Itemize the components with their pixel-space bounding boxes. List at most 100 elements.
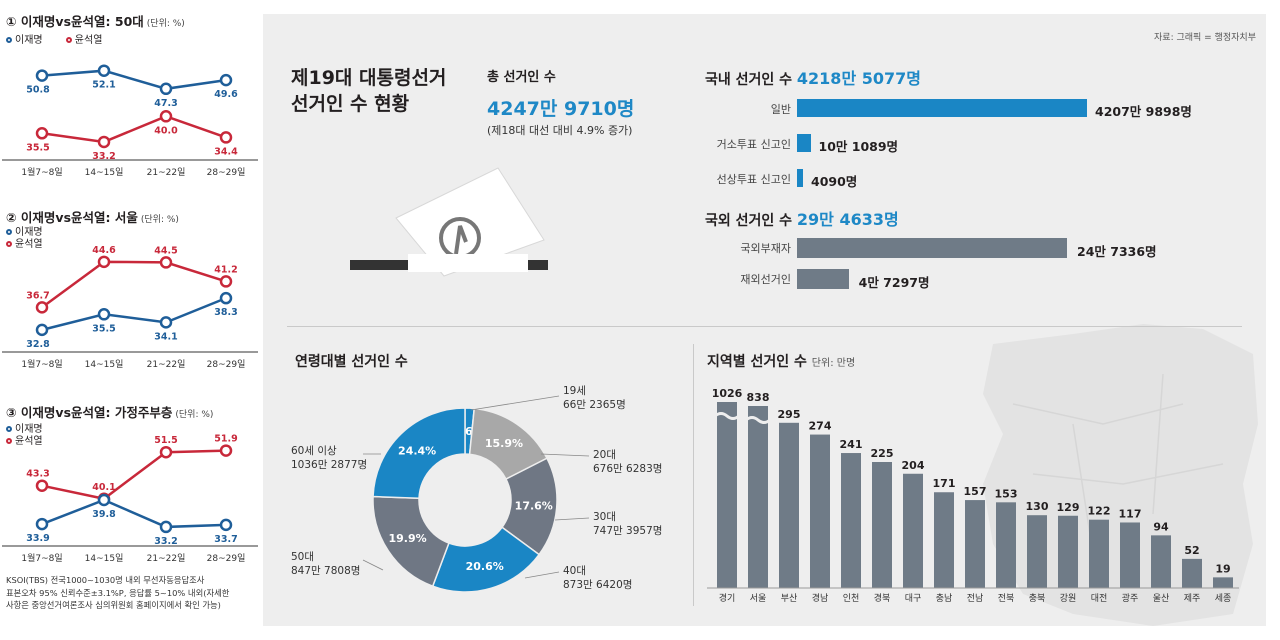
axis-break-mark <box>714 412 740 420</box>
yoon-data-point <box>159 445 173 459</box>
lee-data-point <box>35 323 49 337</box>
main-title: 제19대 대통령선거 선거인 수 현황 <box>291 67 447 115</box>
region-value-label: 171 <box>933 477 956 490</box>
region-value-label: 274 <box>809 420 832 433</box>
x-tick-label: 21~22일 <box>147 359 186 370</box>
vertical-divider <box>693 344 694 606</box>
x-tick-label: 28~29일 <box>207 167 246 178</box>
bar-value-label: 24만 7336명 <box>1077 244 1157 259</box>
region-category-label: 세종 <box>1215 593 1232 604</box>
region-bar <box>717 402 737 588</box>
lee-data-label: 33.9 <box>26 533 49 544</box>
age-category-label: 50대 <box>291 551 314 563</box>
bar-category-label: 국외부재자 <box>740 242 791 255</box>
age-category-label: 19세 <box>563 385 586 397</box>
region-category-label: 경남 <box>812 592 829 604</box>
yoon-data-point <box>219 275 233 288</box>
yoon-data-point <box>35 127 49 140</box>
yoon-data-label: 51.5 <box>154 435 177 446</box>
age-count-label: 847만 7808명 <box>291 565 360 577</box>
region-category-label: 부산 <box>781 593 798 604</box>
lee-data-point <box>159 82 173 96</box>
region-bar <box>810 434 830 588</box>
lee-data-point <box>219 73 233 87</box>
region-value-label: 129 <box>1057 501 1080 514</box>
region-value-label: 838 <box>747 391 770 404</box>
total-sub: (제18대 대선 대비 4.9% 증가) <box>487 124 633 137</box>
lee-data-label: 38.3 <box>214 307 237 318</box>
region-category-label: 울산 <box>1153 593 1170 604</box>
age-category-label: 40대 <box>563 565 586 577</box>
yoon-data-label: 51.9 <box>214 434 237 445</box>
lee-data-label: 33.7 <box>214 534 237 545</box>
region-bar <box>965 500 985 588</box>
region-category-label: 서울 <box>750 593 767 604</box>
yoon-data-label: 34.4 <box>214 146 238 157</box>
total-label: 총 선거인 수 <box>487 70 556 85</box>
region-category-label: 충남 <box>936 593 953 604</box>
callout-line <box>470 395 560 411</box>
region-bar <box>1058 515 1078 588</box>
bar-category-label: 일반 <box>770 103 791 116</box>
region-value-label: 157 <box>964 485 987 498</box>
lee-data-label: 49.6 <box>214 89 238 100</box>
region-bar <box>841 453 861 588</box>
x-tick-label: 28~29일 <box>207 553 246 564</box>
region-bar <box>1213 577 1233 588</box>
yoon-data-point <box>159 256 173 269</box>
region-value-label: 295 <box>778 408 801 421</box>
lee-data-label: 33.2 <box>154 536 177 547</box>
domestic-heading: 국내 선거인 수 4218만 5077명 <box>705 69 921 88</box>
bar-category-label: 거소투표 신고인 <box>716 138 791 151</box>
region-title: 지역별 선거인 수 단위: 만명 <box>707 354 856 370</box>
region-value-label: 241 <box>840 438 863 451</box>
lee-data-point <box>35 69 49 82</box>
total-value: 4247만 9710명 <box>487 98 635 120</box>
yoon-data-point <box>97 255 111 269</box>
yoon-data-label: 40.0 <box>154 125 178 136</box>
region-value-label: 122 <box>1088 505 1111 518</box>
lee-series-line <box>41 69 227 91</box>
age-title: 연령대별 선거인 수 <box>295 354 408 370</box>
bar <box>797 238 1067 258</box>
region-value-label: 94 <box>1153 520 1169 533</box>
lee-data-point <box>219 518 233 532</box>
x-tick-label: 28~29일 <box>207 359 246 370</box>
callout-line <box>554 517 590 521</box>
slice-percent-label: 24.4% <box>398 444 436 457</box>
region-bar <box>748 406 768 588</box>
legend-yoon: 윤석열 <box>6 239 43 251</box>
yoon-data-label: 33.2 <box>92 151 115 162</box>
korea-map-silhouette <box>983 324 1258 626</box>
yoon-data-point <box>219 131 233 144</box>
x-tick-label: 21~22일 <box>147 167 186 178</box>
yoon-data-point <box>97 135 111 149</box>
region-bar <box>903 473 923 588</box>
legend-lee: 이재명 <box>6 424 43 436</box>
x-tick-label: 21~22일 <box>147 553 186 564</box>
region-bar <box>934 492 954 588</box>
legend-yoon: 윤석열 <box>65 35 102 46</box>
poll-2-title: ② 이재명vs윤석열: 서울 (단위: %) <box>6 210 179 225</box>
lee-data-point <box>159 316 173 329</box>
region-bar-chart: 1026 경기 838 서울 295 부산 274 경남 241 인천 225 경북 204 대구 171 충… <box>707 387 1239 604</box>
legend-lee: 이재명 <box>6 35 43 46</box>
overseas-heading: 국외 선거인 수 29만 4633명 <box>705 210 899 229</box>
lee-data-label: 32.8 <box>26 339 50 350</box>
region-bar <box>1027 515 1047 588</box>
yoon-series-line <box>41 114 227 144</box>
bar-value-label: 4만 7297명 <box>858 275 930 290</box>
yoon-series-line <box>41 449 227 501</box>
legend-yoon: 윤석열 <box>6 436 43 448</box>
poll-1-title: ① 이재명vs윤석열: 50대 (단위: %) <box>6 14 185 29</box>
bar <box>797 99 1087 117</box>
bar-value-label: 10만 1089명 <box>818 139 899 154</box>
age-count-label: 1036만 2877명 <box>291 459 367 471</box>
age-category-label: 60세 이상 <box>291 445 337 457</box>
region-category-label: 대전 <box>1091 593 1108 604</box>
yoon-data-label: 41.2 <box>214 264 237 275</box>
slice-percent-label: 19.9% <box>388 532 426 545</box>
bar-value-label: 4090명 <box>811 174 858 189</box>
x-tick-label: 1월7~8일 <box>21 166 62 178</box>
infographic: 자료: 그래픽 = 행정자치부 제19대 대통령선거 선거인 수 현황 총 선거… <box>263 14 1266 626</box>
